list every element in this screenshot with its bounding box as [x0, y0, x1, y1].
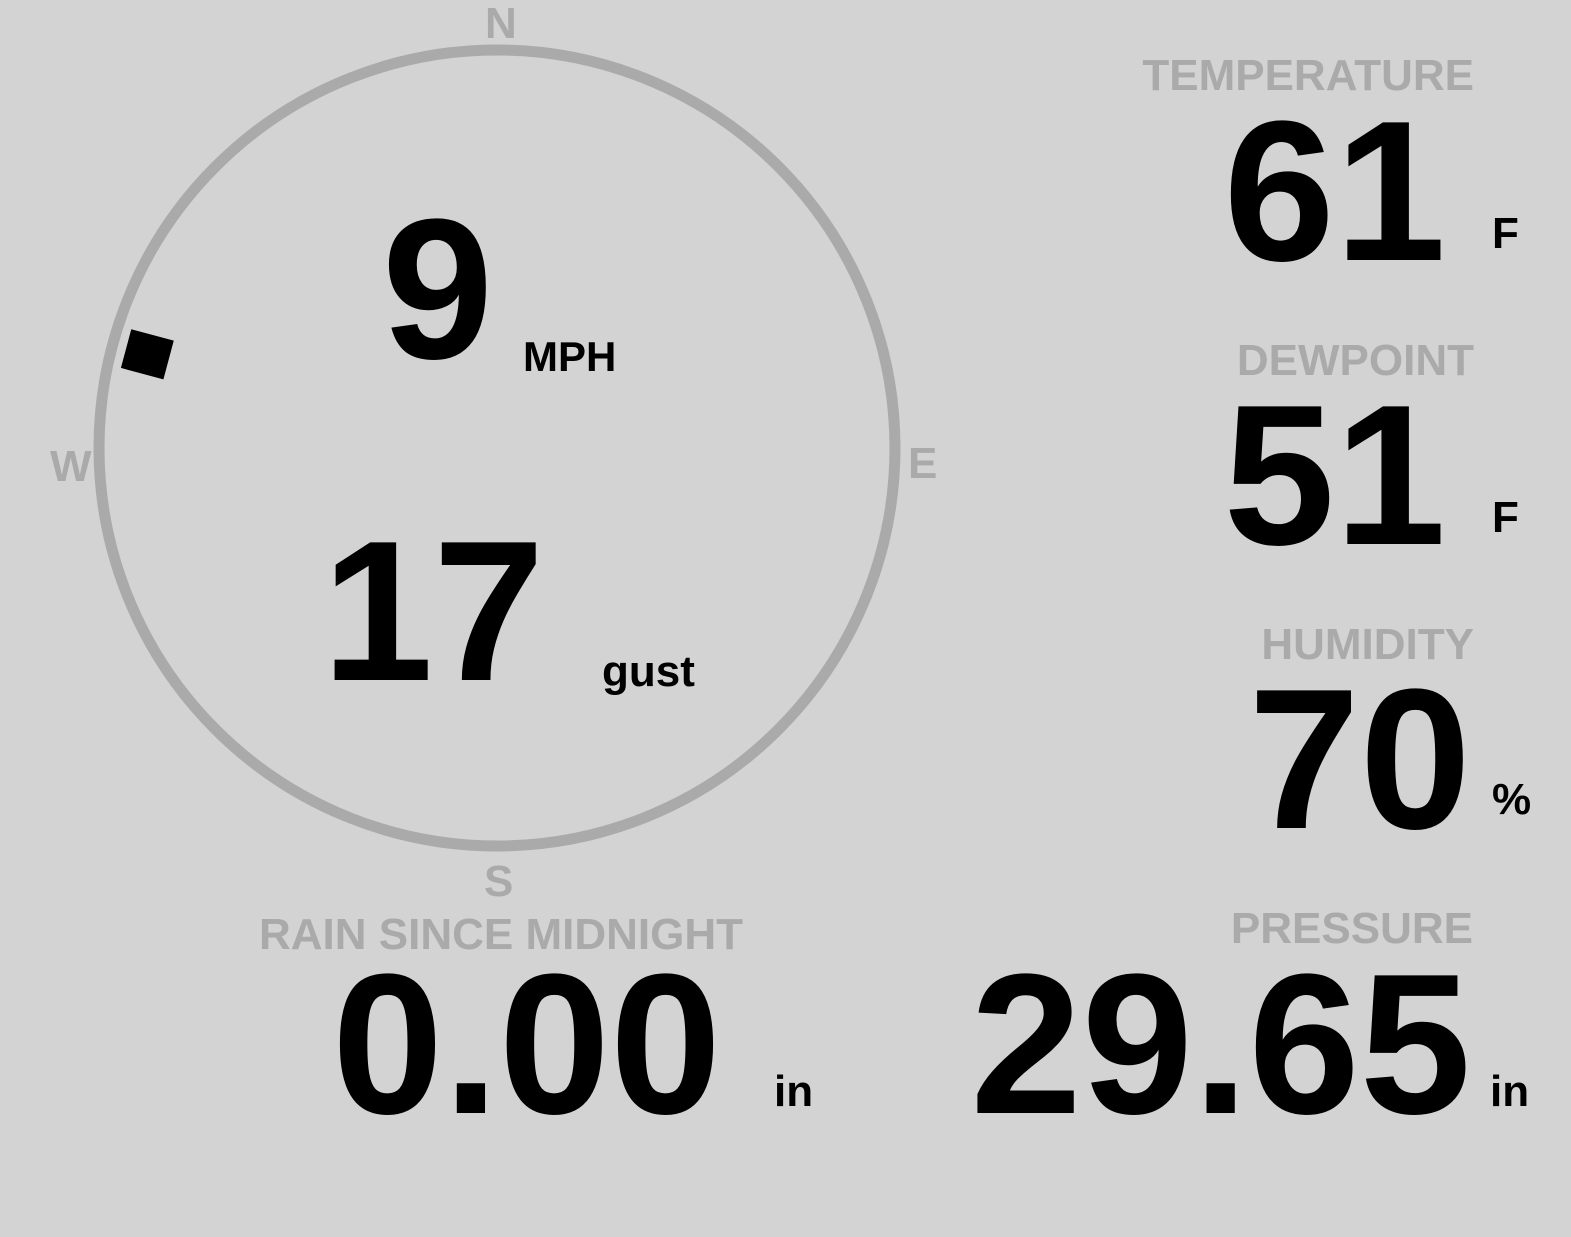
pressure-label: PRESSURE: [1230, 904, 1473, 953]
compass-south: S: [484, 857, 514, 906]
compass-ring: [93, 44, 901, 852]
temperature-unit: F: [1492, 209, 1519, 258]
humidity-label: HUMIDITY: [1261, 620, 1474, 669]
compass-east: E: [908, 439, 938, 488]
dewpoint-label: DEWPOINT: [1236, 336, 1474, 385]
humidity-unit: %: [1492, 775, 1532, 824]
wind-gust-value: 17: [322, 500, 545, 723]
temperature-value: 61: [1223, 80, 1446, 303]
compass-north: N: [485, 0, 517, 48]
rain-value: 0.00: [332, 933, 722, 1156]
temperature-label: TEMPERATURE: [1142, 51, 1474, 100]
wind-speed-unit: MPH: [523, 333, 617, 380]
dewpoint-value: 51: [1223, 364, 1446, 587]
pressure-unit: in: [1490, 1067, 1530, 1116]
compass-west: W: [50, 442, 92, 491]
wind-speed-value: 9: [382, 178, 494, 401]
dewpoint-unit: F: [1492, 493, 1519, 542]
wind-gust-label: gust: [602, 647, 695, 696]
wind-direction-marker: [120, 329, 174, 380]
rain-label: RAIN SINCE MIDNIGHT: [259, 910, 743, 959]
pressure-value: 29.65: [970, 933, 1472, 1156]
humidity-value: 70: [1248, 648, 1471, 871]
rain-unit: in: [774, 1067, 814, 1116]
